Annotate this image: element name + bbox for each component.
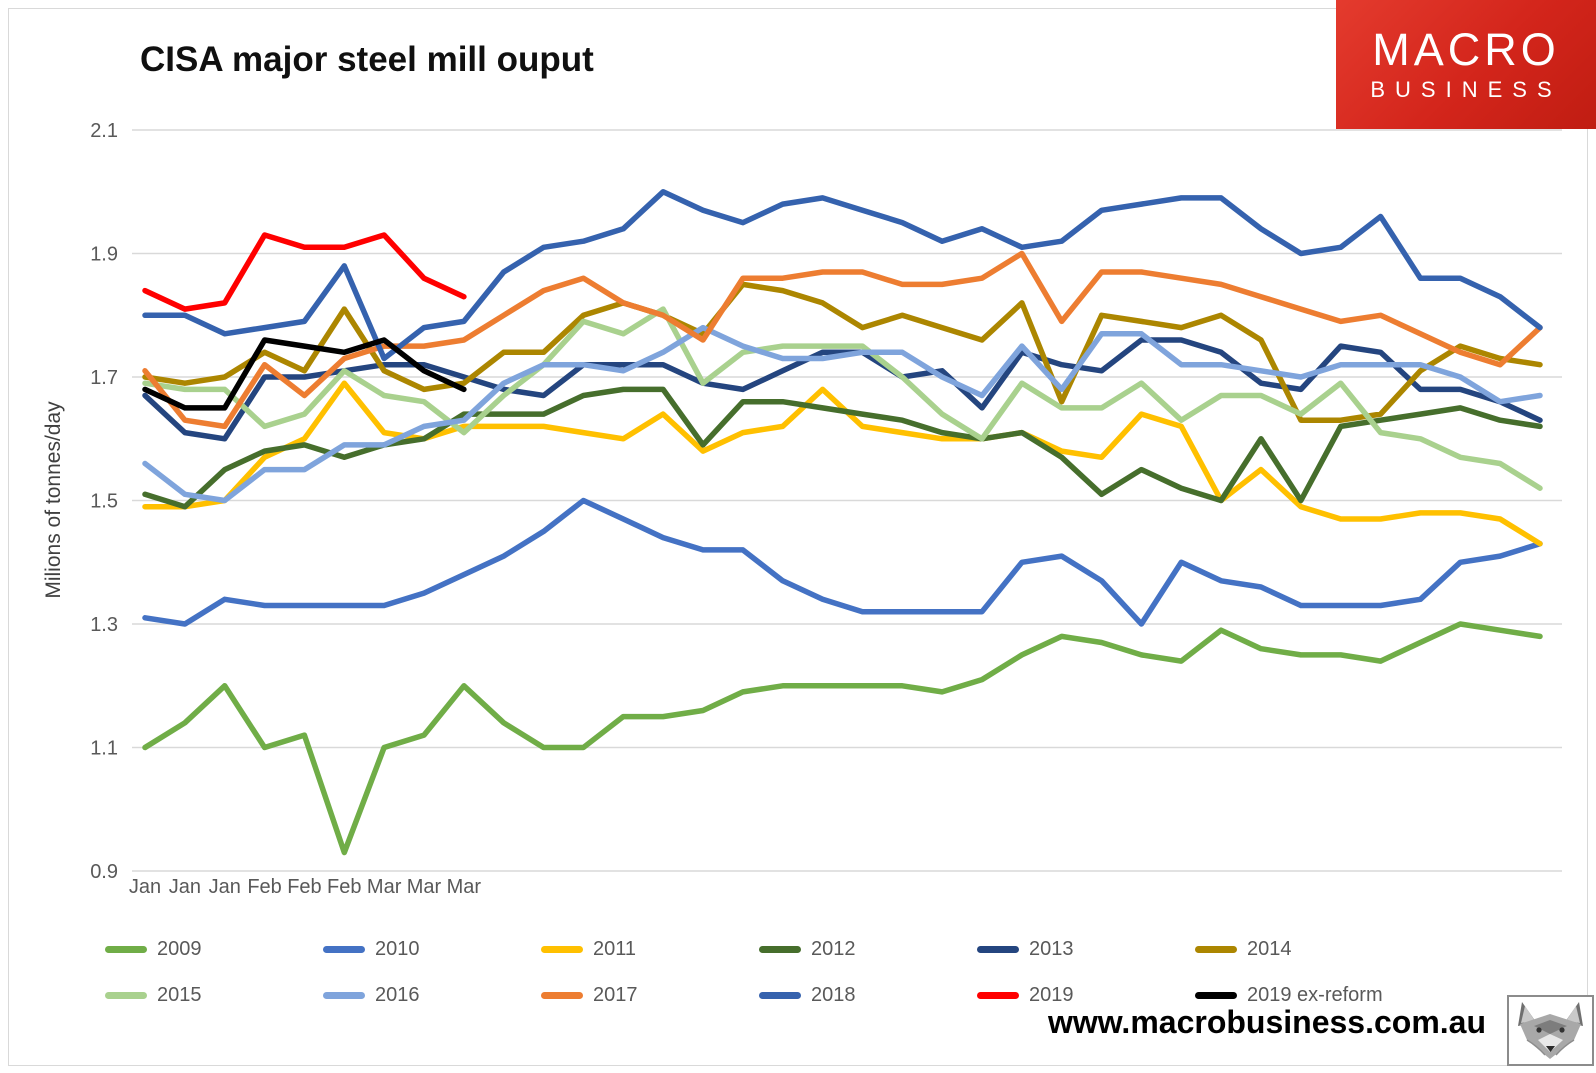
legend-swatch-icon [977, 945, 1019, 953]
legend-swatch-icon [323, 945, 365, 953]
website-url: www.macrobusiness.com.au [1047, 1004, 1486, 1040]
series-line-2019 ex-reform [142, 337, 467, 411]
y-axis-tick-label: 1.5 [90, 491, 118, 513]
legend-label: 2019 [1029, 983, 1074, 1006]
legend-item-2018: 2018 [759, 984, 977, 1007]
legend-item-2014: 2014 [1195, 938, 1413, 961]
logo-text-business: BUSINESS [1370, 77, 1562, 103]
series-line-2013 [142, 337, 1543, 442]
legend-swatch-icon [759, 991, 801, 999]
x-axis-tick-label: Mar [447, 876, 482, 898]
legend-label: 2012 [811, 937, 856, 960]
legend-item-2011: 2011 [541, 938, 759, 961]
y-axis-tick-label: 1.3 [90, 614, 118, 636]
legend-label: 2011 [593, 937, 637, 960]
legend-swatch-icon [541, 945, 583, 953]
legend-swatch-icon [105, 945, 147, 953]
fox-logo-box [1507, 995, 1594, 1066]
legend-item-2012: 2012 [759, 938, 977, 961]
series-line-2010 [142, 497, 1543, 627]
series-line-2009 [142, 621, 1543, 856]
legend-label: 2009 [157, 937, 202, 960]
y-axis-tick-label: 2.1 [90, 120, 118, 142]
legend-label: 2016 [375, 983, 420, 1006]
legend-item-2010: 2010 [323, 938, 541, 961]
legend-row: 2015 2016 2017 2018 2019 2019 ex-reform [105, 972, 1413, 1018]
gridlines: 0.9 1.1 1.3 1.5 1.7 1.9 2.1 [90, 120, 1562, 883]
legend-label: 2015 [157, 983, 202, 1006]
legend-item-2017: 2017 [541, 984, 759, 1007]
legend-item-2019 ex-reform: 2019 ex-reform [1195, 984, 1413, 1007]
legend-row: 2009 2010 2011 2012 2013 2014 [105, 926, 1413, 972]
fox-logo-icon [1512, 1000, 1589, 1061]
logo-text-macro: MACRO [1372, 23, 1560, 75]
y-axis-tick-label: 1.9 [90, 244, 118, 266]
series-line-2018 [142, 189, 1543, 362]
x-axis-tick-label: Feb [287, 876, 321, 898]
legend-swatch-icon [977, 991, 1019, 999]
series-line-2015 [142, 306, 1543, 491]
series-line-2011 [142, 380, 1543, 547]
legend-item-2019: 2019 [977, 984, 1195, 1007]
x-axis-tick-label: Jan [209, 876, 241, 898]
x-axis-tick-label: Feb [247, 876, 281, 898]
x-axis-tick-label: Feb [327, 876, 361, 898]
x-axis-tick-label: Mar [367, 876, 402, 898]
y-axis-title: Milions of tonnes/day [42, 401, 65, 599]
x-axis-labels: Jan Jan Jan Feb Feb Feb Mar Mar Mar [129, 876, 482, 898]
legend-swatch-icon [105, 991, 147, 999]
y-axis-tick-label: 1.7 [90, 367, 118, 389]
legend-swatch-icon [541, 991, 583, 999]
legend-label: 2019 ex-reform [1247, 983, 1383, 1006]
y-axis-tick-label: 0.9 [90, 861, 118, 883]
x-axis-tick-label: Jan [169, 876, 201, 898]
series-line-2016 [142, 324, 1543, 504]
chart-title: CISA major steel mill ouput [140, 40, 594, 79]
legend-item-2013: 2013 [977, 938, 1195, 961]
legend-swatch-icon [1195, 991, 1237, 999]
chart-legend: 2009 2010 2011 2012 2013 2014 2015 2016 2017 2018… [105, 926, 1413, 1018]
legend-swatch-icon [323, 991, 365, 999]
macrobusiness-logo: MACRO BUSINESS [1336, 0, 1596, 129]
legend-swatch-icon [759, 945, 801, 953]
legend-label: 2017 [593, 983, 638, 1006]
legend-label: 2014 [1247, 937, 1292, 960]
x-axis-tick-label: Mar [407, 876, 442, 898]
series-line-2014 [142, 281, 1543, 423]
series-line-2019 [142, 232, 467, 312]
x-axis-tick-label: Jan [129, 876, 161, 898]
legend-item-2009: 2009 [105, 938, 323, 961]
legend-label: 2018 [811, 983, 856, 1006]
legend-item-2016: 2016 [323, 984, 541, 1007]
legend-item-2015: 2015 [105, 984, 323, 1007]
legend-swatch-icon [1195, 945, 1237, 953]
series-line-2017 [142, 250, 1543, 430]
y-axis-tick-label: 1.1 [90, 738, 118, 760]
legend-label: 2010 [375, 937, 420, 960]
legend-label: 2013 [1029, 937, 1074, 960]
